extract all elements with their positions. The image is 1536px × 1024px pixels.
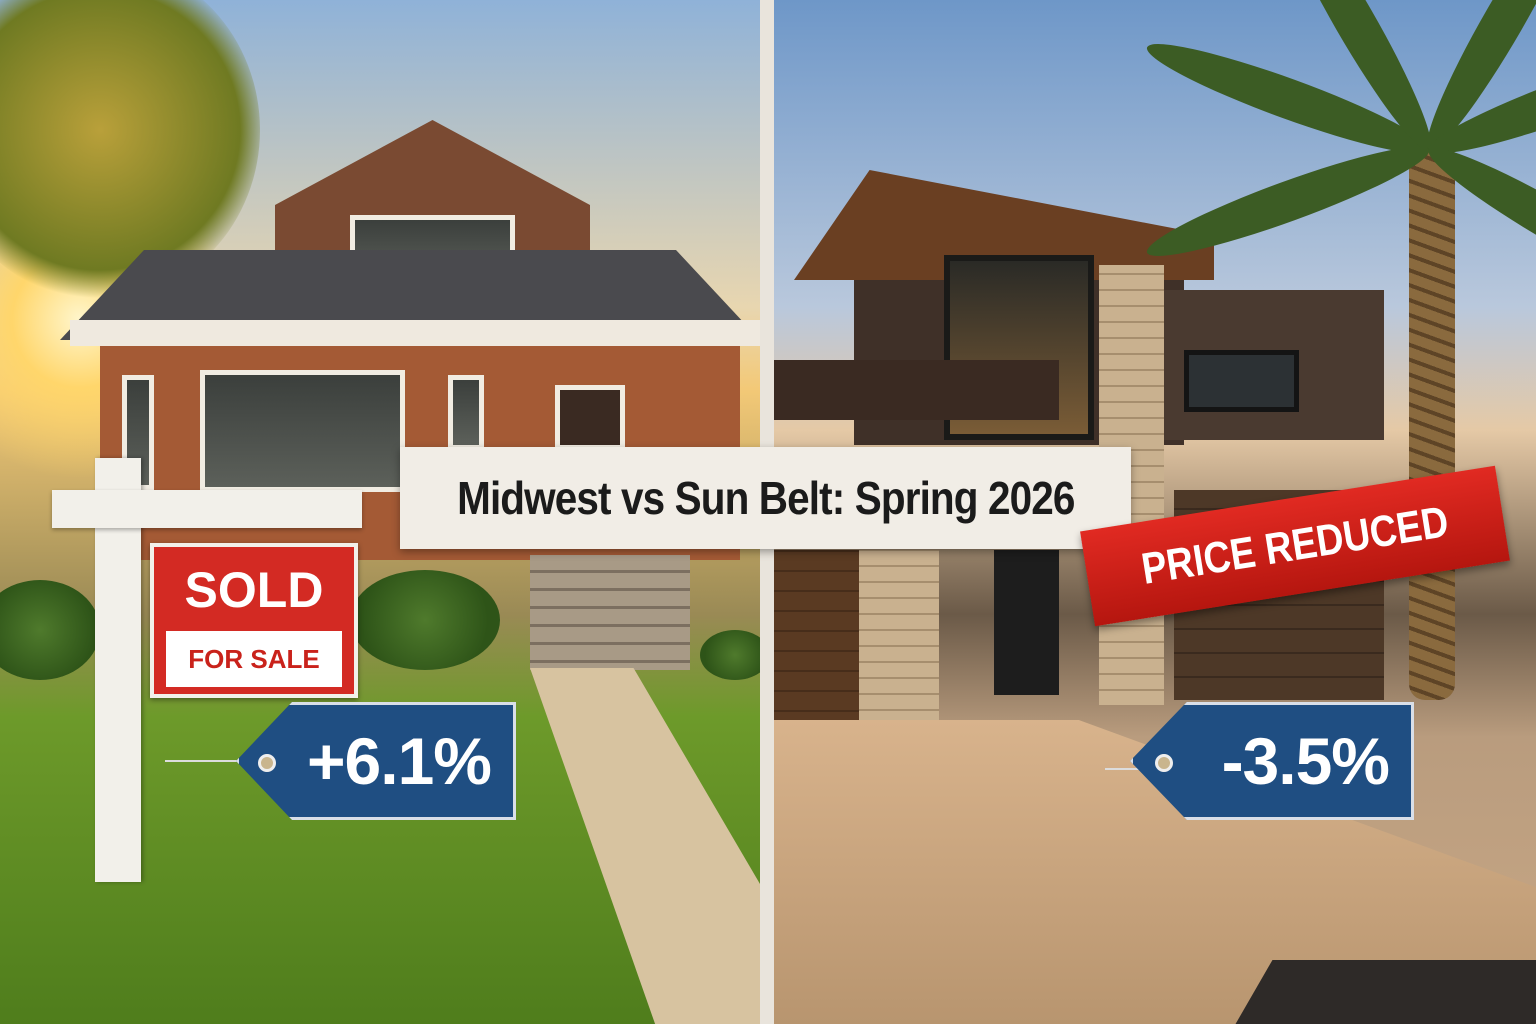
side-window (448, 375, 484, 450)
for-sale-label: FOR SALE (166, 631, 342, 687)
palm-frond (1140, 131, 1436, 272)
tag-hole (258, 754, 276, 772)
roof-trim (70, 320, 760, 346)
sold-sign: SOLD FOR SALE (150, 543, 358, 698)
bush (700, 630, 760, 680)
sunbelt-price-tag: -3.5% (1130, 702, 1414, 820)
front-door (994, 550, 1059, 695)
wood-wall (774, 550, 859, 730)
front-door (555, 385, 625, 450)
bush (350, 570, 500, 670)
page-title: Midwest vs Sun Belt: Spring 2026 (456, 472, 1075, 524)
walkway (530, 668, 760, 1024)
balcony (774, 360, 1059, 420)
sunbelt-price-change: -3.5% (1221, 724, 1390, 798)
sold-label: SOLD (184, 562, 324, 618)
front-window (200, 370, 405, 492)
sign-arm (52, 490, 362, 528)
stone-column (859, 550, 939, 725)
sun-belt-house-photo (774, 0, 1536, 1024)
street (1235, 960, 1536, 1024)
bush (0, 580, 100, 680)
tag-hole (1155, 754, 1173, 772)
tag-string (1105, 768, 1165, 770)
sign-post (95, 458, 141, 882)
palm-trunk (1409, 140, 1455, 700)
front-steps (530, 555, 690, 670)
midwest-price-change: +6.1% (307, 724, 492, 798)
side-window (1184, 350, 1299, 412)
title-banner: Midwest vs Sun Belt: Spring 2026 (400, 447, 1131, 549)
midwest-price-tag: +6.1% (236, 702, 516, 820)
tag-string (165, 760, 265, 762)
